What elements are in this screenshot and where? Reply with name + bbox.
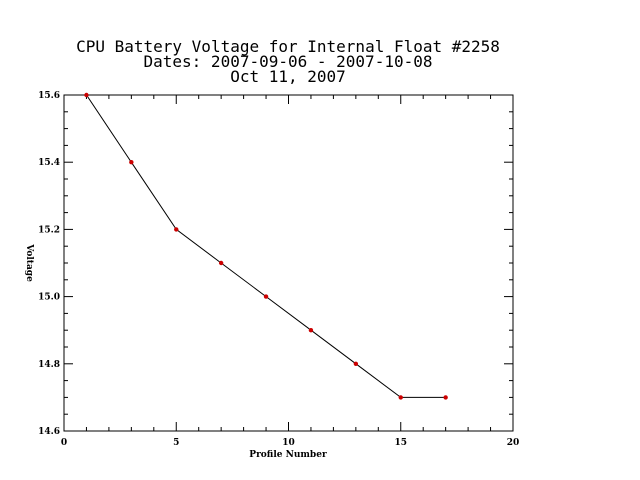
x-tick-label: 0 (61, 438, 67, 448)
y-tick-label: 15.4 (38, 158, 60, 168)
y-tick-label: 15.0 (38, 293, 60, 303)
data-point (398, 395, 403, 400)
axis-ticks (63, 94, 514, 432)
plot-frame (63, 94, 514, 432)
chart-title-line-1: CPU Battery Voltage for Internal Float #… (76, 37, 500, 56)
x-tick-label: 20 (507, 438, 520, 448)
y-tick-label: 14.8 (38, 360, 60, 370)
data-point (308, 328, 314, 333)
data-point (174, 227, 179, 232)
data-point (129, 160, 134, 165)
series-line (86, 94, 446, 398)
data-point (218, 260, 224, 266)
y-tick-label: 15.2 (38, 225, 60, 235)
series-layer (84, 92, 448, 400)
y-tick-label: 14.6 (38, 427, 60, 437)
chart-title-line-3: Oct 11, 2007 (230, 67, 346, 86)
data-point (353, 361, 359, 366)
x-axis-label: Profile Number (249, 450, 327, 460)
x-tick-label: 5 (173, 438, 179, 448)
x-tick-label: 15 (394, 438, 407, 448)
data-point (263, 294, 269, 299)
y-axis-label: Voltage (24, 243, 34, 282)
y-tick-label: 15.6 (38, 91, 60, 101)
axis-tick-labels: 0 5 10 15 20 14.6 14.8 15.0 15.2 15.4 15.6 (38, 91, 519, 448)
data-point (443, 395, 448, 400)
x-tick-label: 10 (282, 438, 295, 448)
data-point (84, 92, 89, 98)
chart-title-line-2: Dates: 2007-09-06 - 2007-10-08 (144, 52, 433, 71)
